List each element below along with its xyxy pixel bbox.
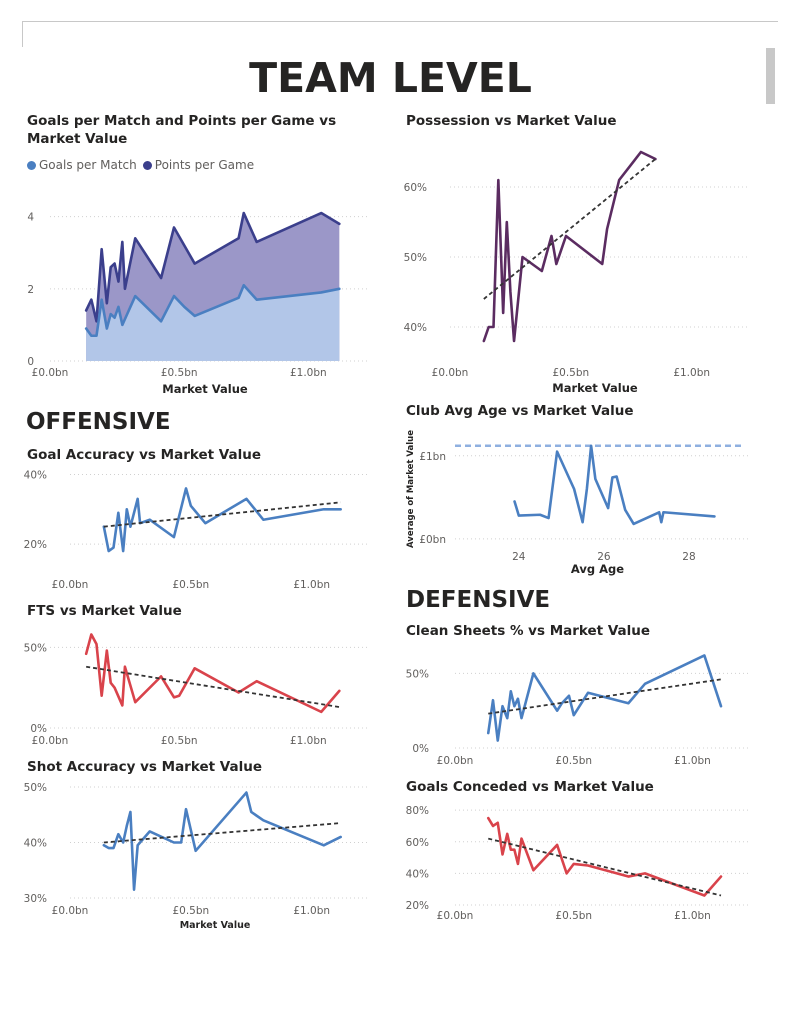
chart-title-possession: Possession vs Market Value (406, 113, 617, 129)
y-tick-label: 20% (24, 539, 47, 551)
trend-line (103, 822, 341, 844)
x-tick-label: £0.0bn (437, 755, 474, 767)
scrollbar[interactable] (766, 48, 775, 104)
y-tick-label: 40% (404, 322, 427, 334)
trend-line (483, 158, 656, 300)
y-tick-label: 20% (406, 900, 429, 912)
y-tick-label: 50% (24, 782, 47, 794)
y-tick-label: 60% (404, 182, 427, 194)
chart-legend: Goals per Match Points per Game (27, 158, 254, 172)
y-tick-label: 0% (412, 743, 429, 755)
trend-line (86, 665, 340, 708)
x-tick-label: £1.0bn (293, 579, 330, 591)
legend-marker-goals (27, 160, 36, 170)
legend-item-points[interactable]: Points per Game (142, 158, 255, 172)
chart-goals-conceded[interactable]: 20% 40% 60% 80% £0.0bn £0.5bn £1.0bn (400, 795, 770, 925)
x-axis-label: Market Value (552, 381, 638, 395)
y-tick-label: £1bn (419, 451, 446, 463)
chart-clean-sheets[interactable]: 0% 50% £0.0bn £0.5bn £1.0bn (400, 640, 770, 770)
y-tick-label: 40% (406, 868, 429, 880)
y-tick-label: 40% (24, 469, 47, 481)
x-tick-label: £0.0bn (432, 367, 469, 379)
y-tick-label: 50% (404, 252, 427, 264)
y-tick-label: 40% (24, 838, 47, 850)
y-tick-label: £0bn (419, 534, 446, 546)
x-tick-label: 28 (682, 551, 695, 563)
y-tick-label: 2 (27, 284, 34, 296)
chart-fts[interactable]: 0% 50% £0.0bn £0.5bn £1.0bn (20, 620, 390, 750)
x-tick-label: £1.0bn (674, 910, 711, 922)
legend-label-points: Points per Game (154, 158, 255, 172)
chart-goal-accuracy[interactable]: 20% 40% £0.0bn £0.5bn £1.0bn (20, 463, 390, 593)
series-line-7 (486, 816, 723, 897)
y-tick-label: 4 (27, 212, 34, 224)
section-heading-offensive: OFFENSIVE (26, 409, 171, 435)
x-axis-label: Market Value (162, 382, 248, 396)
series-line-2 (102, 487, 342, 553)
x-tick-label: £1.0bn (674, 755, 711, 767)
x-tick-label: £0.5bn (172, 579, 209, 591)
series-line-5 (486, 654, 723, 742)
x-axis-label: Avg Age (571, 562, 624, 576)
x-tick-label: 24 (512, 551, 526, 563)
x-tick-label: £0.5bn (555, 910, 592, 922)
series-line-points-per-game (84, 211, 341, 323)
chart-goals-points[interactable]: 0 2 4 £0.0bn £0.5bn £1.0bn Market Value (20, 185, 390, 400)
trend-line (488, 837, 722, 897)
chart-title-shot-accuracy: Shot Accuracy vs Market Value (27, 759, 262, 775)
x-tick-label: £1.0bn (293, 905, 330, 917)
chart-title-goals-conceded: Goals Conceded vs Market Value (406, 779, 654, 795)
x-tick-label: £0.5bn (555, 755, 592, 767)
y-axis-label: Average of Market Value (406, 430, 416, 548)
page-title: TEAM LEVEL (249, 54, 532, 102)
x-tick-label: £1.0bn (290, 735, 327, 747)
chart-title-club-avg-age: Club Avg Age vs Market Value (406, 403, 634, 419)
frame-top-border (22, 21, 778, 22)
series-line-1 (482, 150, 657, 343)
area-goals-per-match (86, 285, 340, 361)
trend-line (488, 678, 722, 715)
x-tick-label: £0.5bn (161, 367, 198, 379)
series-line-6 (102, 791, 342, 891)
chart-title-clean-sheets: Clean Sheets % vs Market Value (406, 623, 651, 639)
x-tick-label: £1.0bn (673, 367, 710, 379)
x-axis-label: Market Value (180, 920, 251, 931)
y-tick-label: 0 (27, 356, 34, 368)
section-heading-defensive: DEFENSIVE (406, 587, 551, 613)
chart-possession[interactable]: 40% 50% 60% £0.0bn £0.5bn £1.0bn Market Value (400, 135, 770, 400)
chart-title-goal-accuracy: Goal Accuracy vs Market Value (27, 447, 262, 463)
x-tick-label: 26 (597, 551, 611, 563)
x-tick-label: £0.5bn (172, 905, 209, 917)
x-tick-label: £0.0bn (32, 367, 69, 379)
legend-label-goals: Goals per Match (39, 158, 137, 172)
chart-club-avg-age[interactable]: £0bn £1bn 24 26 28 Avg Age Average of Market V… (400, 425, 770, 580)
y-tick-label: 50% (24, 642, 47, 654)
x-tick-label: £0.0bn (32, 735, 69, 747)
chart-title-fts: FTS vs Market Value (27, 603, 182, 619)
x-tick-label: £1.0bn (290, 367, 327, 379)
x-tick-label: £0.0bn (437, 910, 474, 922)
x-tick-label: £0.5bn (161, 735, 198, 747)
x-tick-label: £0.5bn (552, 367, 589, 379)
x-tick-label: £0.0bn (52, 579, 89, 591)
trend-line (103, 501, 341, 528)
y-tick-label: 30% (24, 893, 47, 905)
frame-left-border (22, 21, 23, 47)
y-tick-label: 80% (406, 805, 429, 817)
y-tick-label: 50% (406, 668, 429, 680)
legend-item-goals[interactable]: Goals per Match (27, 158, 137, 172)
y-tick-label: 60% (406, 837, 429, 849)
chart-title-goals-points: Goals per Match and Points per Game vs M… (27, 113, 337, 147)
series-line-3 (513, 444, 716, 526)
chart-shot-accuracy[interactable]: 30% 40% 50% £0.0bn £0.5bn £1.0bn Market Value (20, 775, 390, 935)
x-tick-label: £0.0bn (52, 905, 89, 917)
series-line-goals-per-match (84, 283, 341, 338)
y-tick-label: 0% (30, 723, 47, 735)
legend-marker-points (142, 160, 152, 170)
